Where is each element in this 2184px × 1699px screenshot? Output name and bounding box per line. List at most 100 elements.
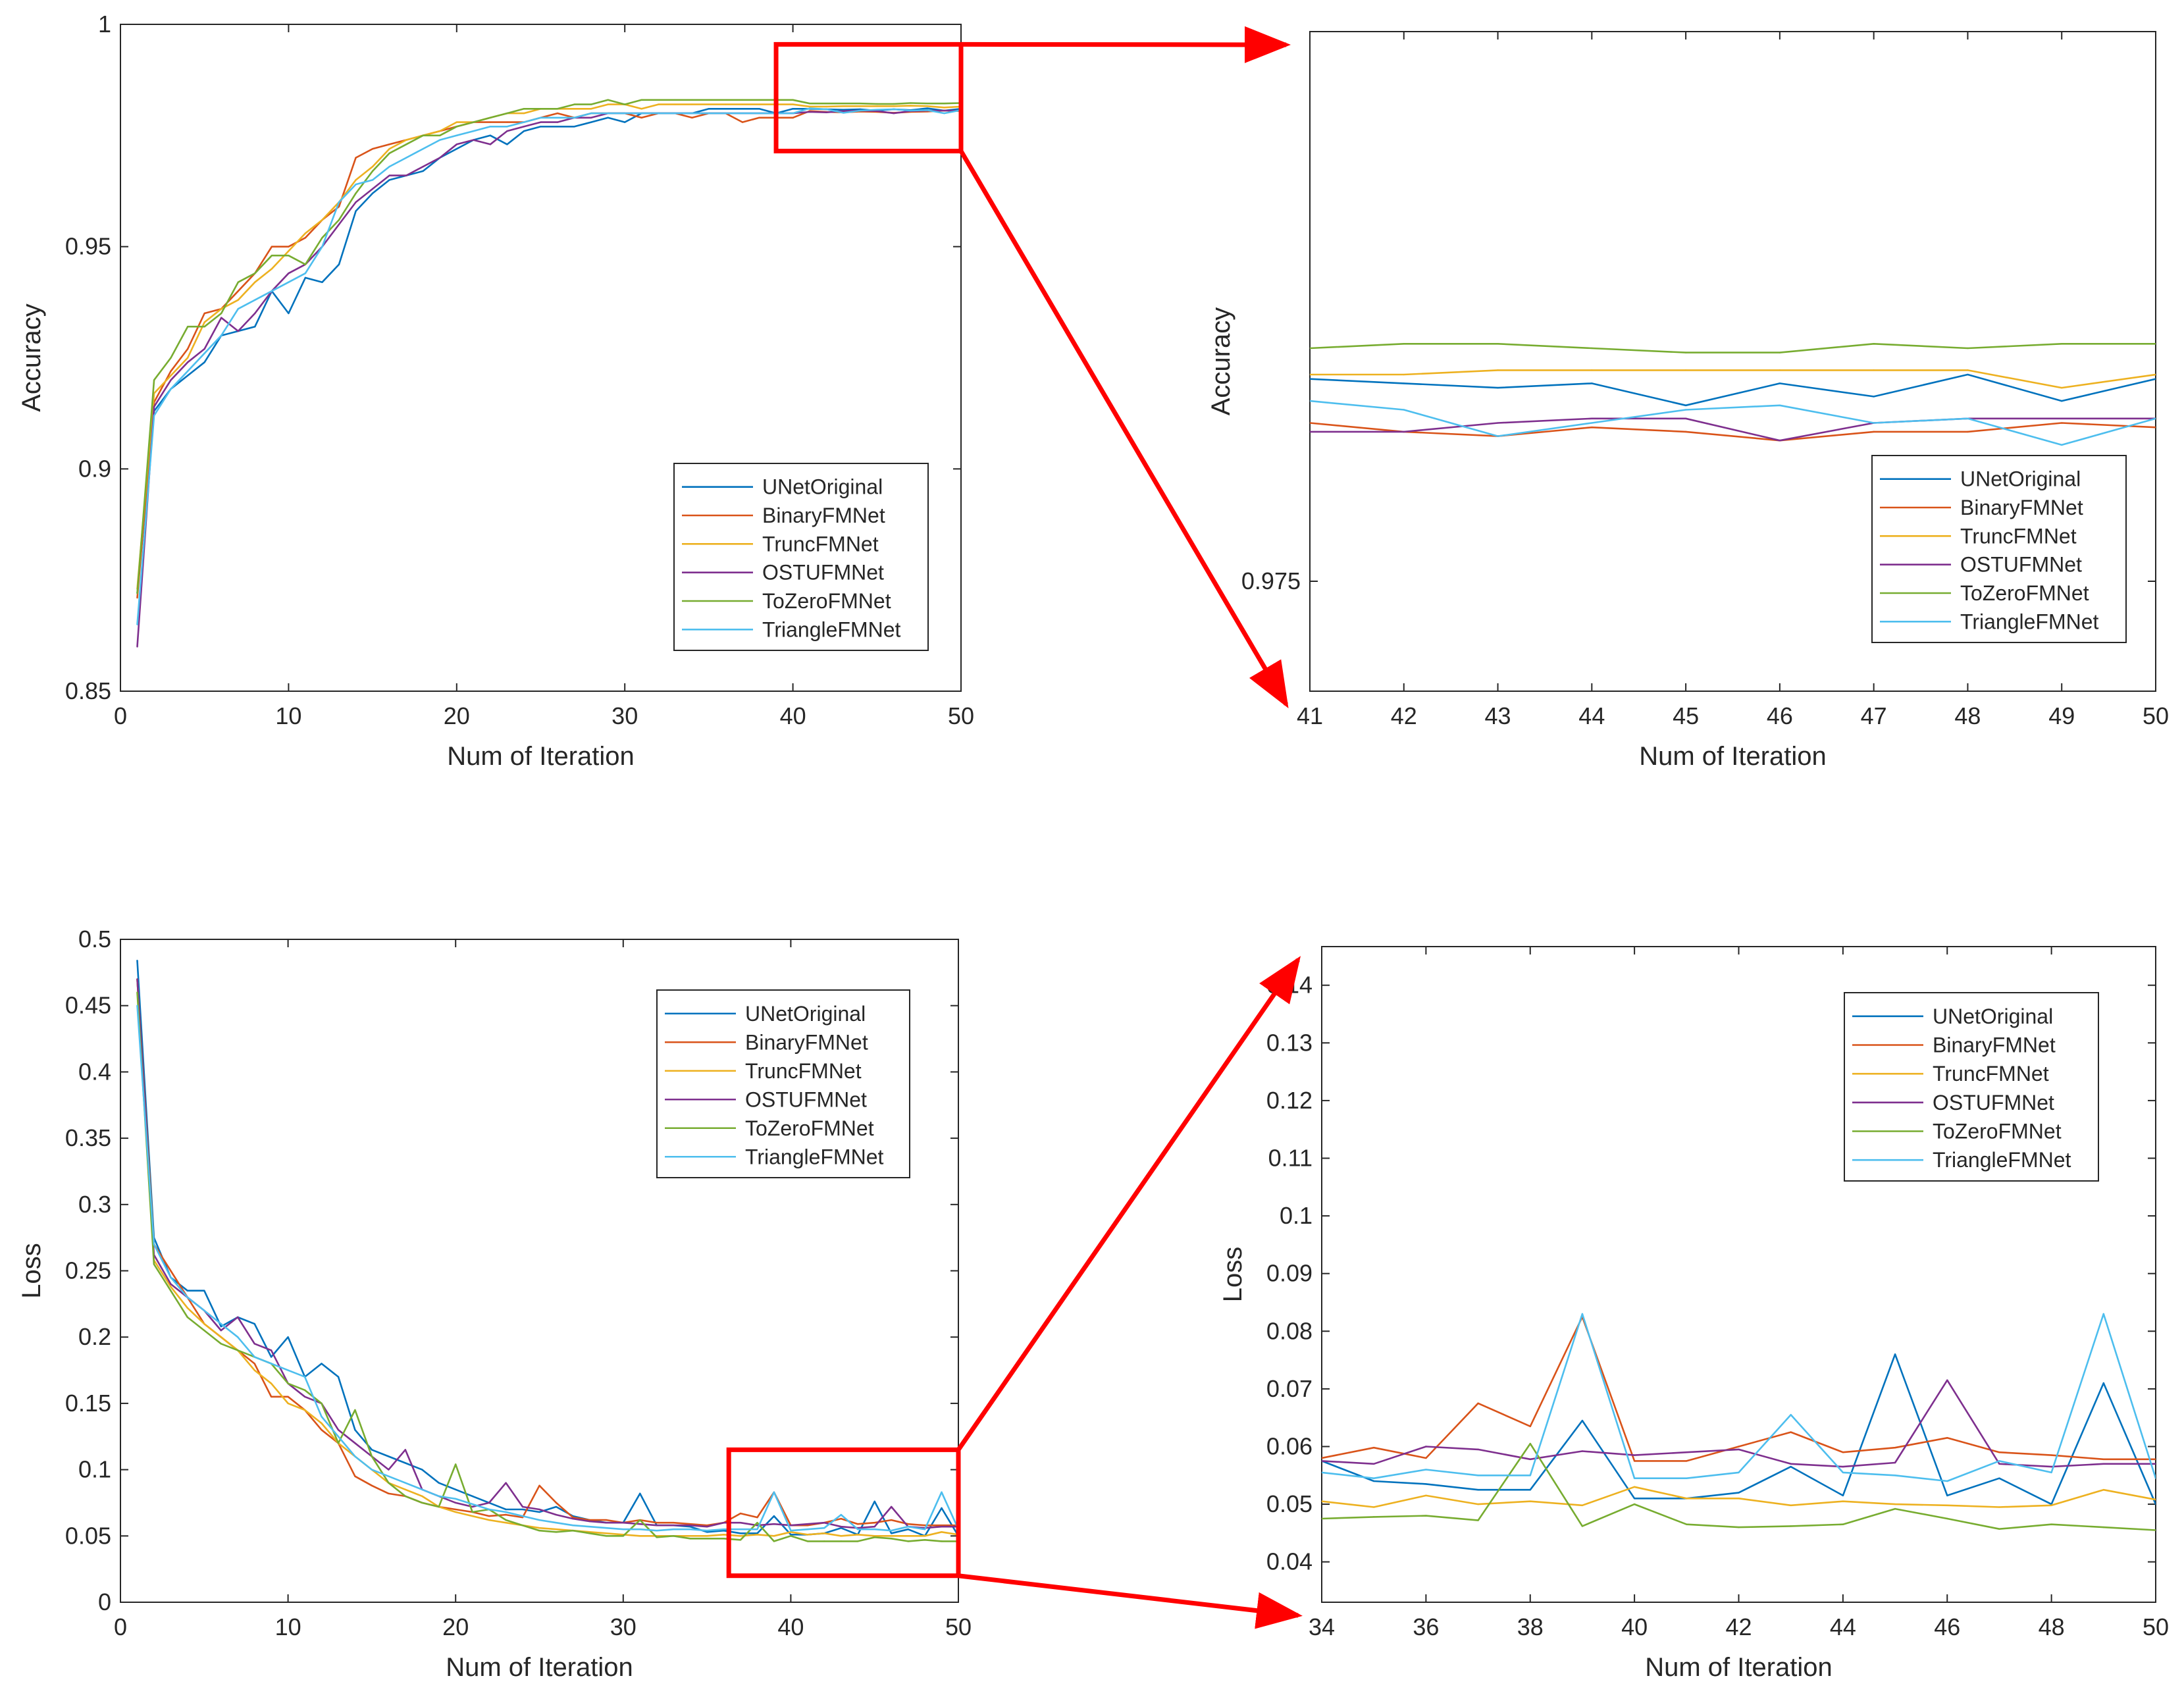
data-point — [304, 236, 307, 239]
data-point — [338, 223, 340, 226]
data-point — [1967, 417, 1969, 420]
series-TruncFMNet — [1310, 369, 2156, 389]
series-line — [136, 99, 961, 594]
data-point — [1738, 1526, 1740, 1529]
y-tick-label: 0.04 — [1266, 1548, 1313, 1575]
x-tick-label: 36 — [1413, 1613, 1439, 1640]
data-point — [321, 1402, 323, 1405]
data-point — [471, 1515, 473, 1517]
data-point — [606, 1521, 608, 1524]
x-tick-label: 30 — [610, 1613, 637, 1640]
data-point — [271, 254, 273, 257]
data-point — [388, 179, 390, 181]
data-point — [538, 1508, 540, 1511]
data-point — [371, 1449, 373, 1451]
data-point — [1738, 1498, 1740, 1500]
data-point — [806, 1534, 809, 1536]
data-point — [471, 1511, 473, 1513]
data-point — [1310, 422, 1311, 424]
data-point — [689, 1529, 691, 1530]
data-point — [540, 108, 542, 110]
data-point — [555, 1513, 558, 1516]
data-point — [355, 210, 357, 212]
data-point — [489, 134, 492, 137]
data-point — [658, 99, 660, 101]
data-point — [338, 201, 340, 203]
data-point — [439, 139, 441, 141]
series-line — [1310, 422, 2156, 442]
data-point — [792, 103, 794, 105]
data-point — [1425, 1469, 1427, 1471]
y-tick-label: 0.07 — [1266, 1375, 1313, 1402]
data-point — [338, 263, 340, 265]
data-point — [321, 236, 323, 239]
data-point — [1497, 386, 1499, 389]
data-point — [808, 111, 811, 113]
data-point — [1894, 1447, 1896, 1449]
data-point — [153, 1243, 155, 1245]
data-point — [1372, 1447, 1375, 1449]
data-point — [153, 379, 155, 381]
data-point — [1686, 1460, 1688, 1462]
data-point — [808, 105, 811, 108]
data-point — [725, 103, 727, 105]
data-point — [521, 1505, 524, 1508]
data-point — [555, 1529, 558, 1530]
data-point — [741, 103, 744, 105]
data-point — [876, 110, 878, 112]
x-tick-label: 40 — [1621, 1613, 1648, 1640]
data-point — [843, 109, 845, 111]
data-point — [473, 130, 475, 132]
data-point — [2050, 1471, 2052, 1474]
data-point — [439, 130, 441, 132]
data-point — [136, 646, 138, 648]
data-point — [907, 1526, 909, 1528]
data-point — [221, 317, 222, 319]
data-point — [1998, 1506, 2000, 1508]
data-point — [404, 1462, 407, 1464]
y-axis-label: Loss — [17, 1243, 46, 1299]
data-point — [271, 246, 273, 248]
data-point — [523, 126, 525, 128]
data-point — [540, 117, 542, 119]
series-line — [1310, 417, 2156, 442]
data-point — [756, 1534, 758, 1536]
data-point — [1477, 1488, 1479, 1491]
data-point — [689, 1535, 691, 1537]
data-point — [220, 1322, 222, 1325]
data-point — [606, 1535, 608, 1537]
series-line — [1310, 400, 2156, 446]
data-point — [1310, 347, 1311, 350]
data-point — [1894, 1353, 1896, 1355]
data-point — [1591, 382, 1593, 384]
data-point — [1790, 1525, 1792, 1527]
data-point — [288, 250, 290, 252]
x-tick-label: 30 — [611, 702, 638, 729]
y-tick-label: 0.25 — [65, 1257, 111, 1284]
data-point — [371, 1455, 373, 1457]
data-point — [1998, 1463, 2000, 1465]
data-point — [876, 109, 878, 111]
data-point — [421, 1495, 423, 1498]
data-point — [338, 219, 340, 221]
data-point — [1946, 1504, 1948, 1507]
data-point — [1686, 1451, 1688, 1453]
data-point — [943, 103, 945, 105]
data-point — [556, 126, 559, 128]
x-tick-label: 20 — [444, 702, 470, 729]
x-tick-label: 20 — [442, 1613, 469, 1640]
data-point — [506, 126, 508, 128]
data-point — [1425, 1494, 1427, 1497]
x-tick-label: 38 — [1517, 1613, 1544, 1640]
data-point — [371, 188, 374, 190]
data-point — [254, 281, 256, 283]
data-point — [806, 1540, 809, 1542]
data-point — [388, 152, 390, 155]
data-point — [270, 1349, 273, 1351]
data-point — [388, 174, 390, 176]
legend-label: OSTUFMNet — [1960, 553, 2082, 577]
data-point — [741, 121, 744, 123]
x-axis-label: Num of Iteration — [1639, 742, 1827, 771]
data-point — [540, 121, 542, 123]
data-point — [538, 1519, 540, 1521]
